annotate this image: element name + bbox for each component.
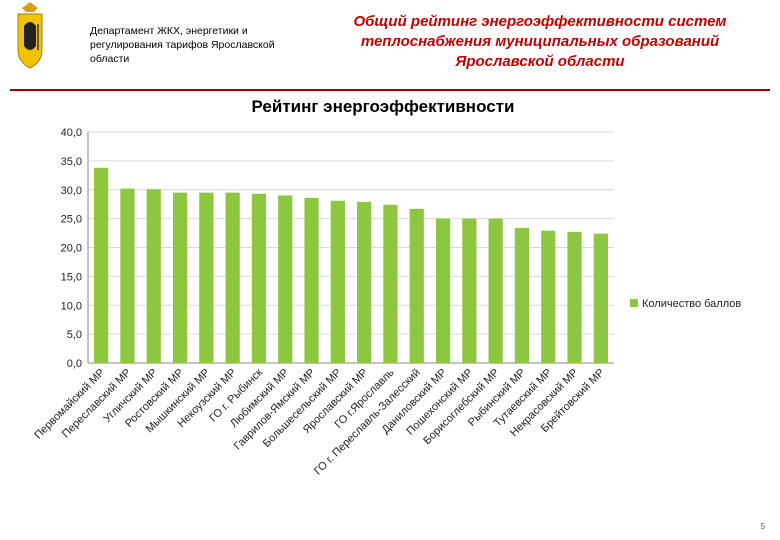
y-tick-label: 20,0 (61, 243, 82, 255)
slide-title: Общий рейтинг энергоэффективности систем… (353, 13, 727, 70)
emblem (17, 2, 43, 69)
bar (435, 218, 451, 363)
bar (199, 192, 214, 363)
y-tick-label: 25,0 (61, 214, 82, 226)
bar (567, 231, 582, 363)
bar (357, 201, 372, 363)
y-tick-label: 5,0 (67, 329, 82, 341)
bar (146, 189, 161, 363)
legend-swatch (630, 299, 638, 307)
legend-label: Количество баллов (642, 298, 741, 310)
bar (330, 200, 345, 363)
bar (94, 167, 109, 363)
y-tick-label: 10,0 (61, 300, 82, 312)
page-number: 5 (761, 522, 766, 531)
y-tick-label: 35,0 (61, 156, 82, 168)
bar (120, 188, 135, 363)
bar (278, 195, 293, 363)
bar (488, 218, 503, 363)
bar (383, 204, 398, 363)
bar (462, 218, 477, 363)
y-tick-label: 15,0 (61, 271, 82, 283)
bar (593, 233, 608, 363)
bar (304, 197, 319, 363)
bar (225, 192, 240, 363)
y-tick-label: 40,0 (61, 127, 82, 139)
bar (409, 208, 424, 363)
chart-title: Рейтинг энергоэффективности (252, 97, 515, 116)
y-tick-label: 30,0 (61, 185, 82, 197)
bar (514, 227, 530, 363)
bar (251, 193, 267, 363)
bar (172, 192, 188, 363)
department: Департамент ЖКХ, энергетики и регулирова… (90, 25, 275, 65)
y-tick-label: 0,0 (67, 358, 82, 370)
bar (541, 230, 556, 363)
